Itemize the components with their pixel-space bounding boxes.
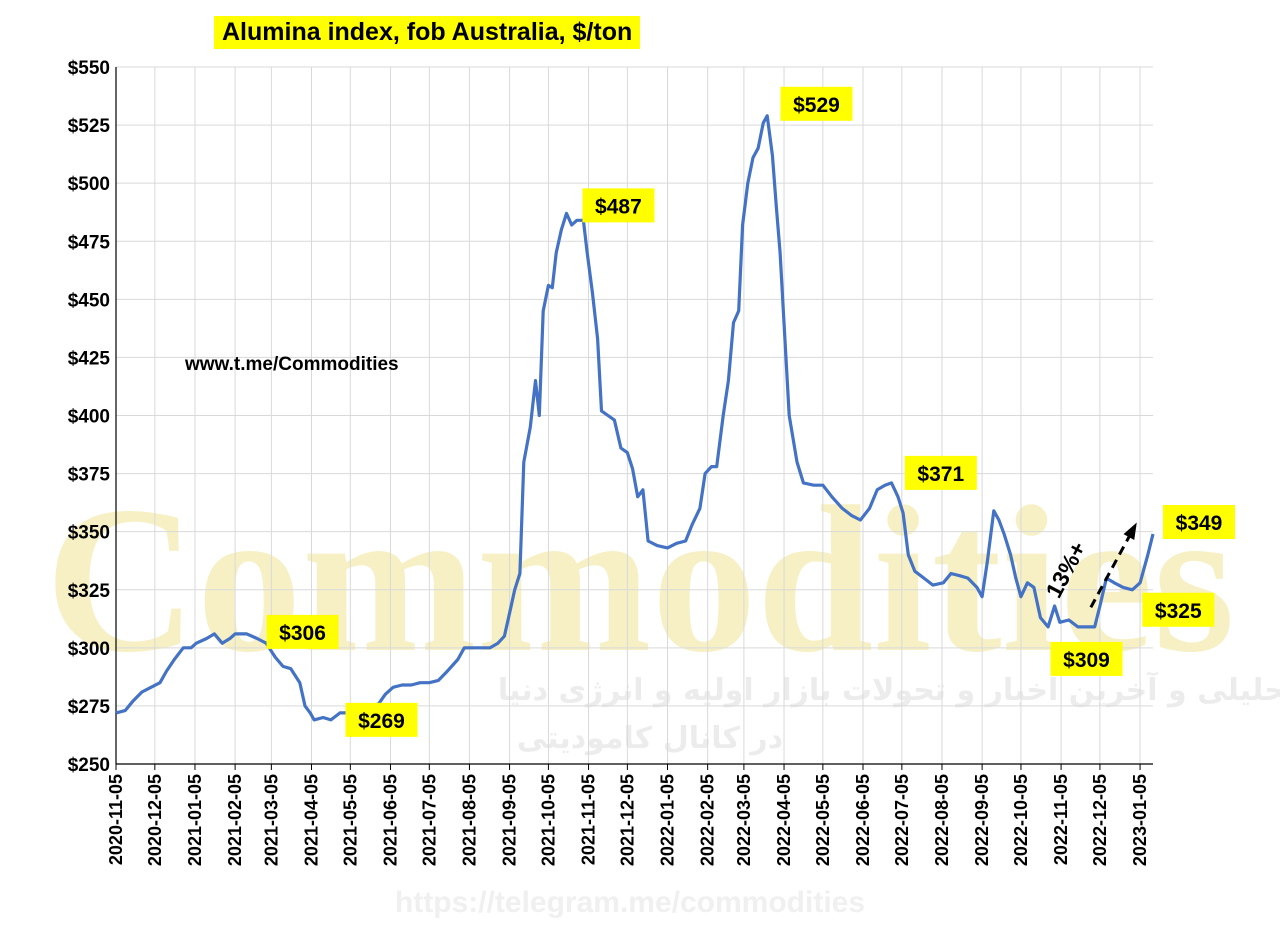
x-tick-label: 2023-01-05	[1130, 774, 1150, 866]
callout-box	[582, 188, 655, 223]
x-tick-label: 2021-03-05	[261, 774, 281, 866]
watermark-url: https://telegram.me/commodities	[395, 886, 865, 919]
y-tick-label: $350	[68, 523, 110, 544]
callout: $487	[582, 188, 655, 223]
x-tick-label: 2022-07-05	[892, 774, 912, 866]
x-tick-label: 2021-09-05	[500, 774, 520, 866]
axes: $250 $275 $300 $325 $350 $375 $400 $425 $450 $475…	[68, 58, 1153, 866]
callout-label: $371	[917, 463, 964, 486]
x-tick-label: 2021-04-05	[301, 774, 321, 866]
source-label: www.t.me/Commodities	[185, 354, 399, 375]
chart-title: Alumina index, fob Australia, $/ton	[214, 16, 641, 49]
change-arrow-line	[1089, 525, 1137, 609]
callout-label: $349	[1176, 512, 1223, 535]
y-tick-label: $475	[68, 232, 111, 253]
callout-label: $309	[1063, 649, 1110, 672]
x-tick-label: 2021-05-05	[340, 774, 360, 866]
change-arrow-head	[1123, 522, 1137, 540]
callout: $309	[1050, 641, 1123, 676]
x-tick-label: 2022-10-05	[1011, 774, 1031, 866]
x-tick-label: 2022-04-05	[774, 774, 794, 866]
x-tick-label: 2021-11-05	[579, 774, 599, 865]
y-tick-label: $400	[68, 407, 110, 428]
x-tick-label: 2022-08-05	[932, 774, 952, 866]
y-tick-label: $550	[68, 58, 110, 79]
watermark-subtitle: گزارشات تحلیلی و آخرین اخبار و تحولات با…	[498, 671, 1280, 708]
y-tick-label: $325	[68, 581, 111, 602]
callout: $349	[1163, 504, 1235, 539]
callout-box	[345, 702, 418, 737]
x-tick-label: 2022-05-05	[813, 774, 833, 866]
callout-label: $325	[1155, 600, 1202, 623]
callout-label: $487	[595, 195, 642, 218]
x-tick-label: 2020-12-05	[145, 774, 165, 866]
y-tick-label: $450	[68, 290, 110, 311]
x-tick-label: 2021-01-05	[185, 774, 205, 866]
y-tick-label: $250	[68, 755, 110, 776]
y-tick-label: $525	[68, 116, 111, 137]
callout-label: $269	[358, 710, 405, 733]
x-tick-label: 2021-07-05	[419, 774, 439, 866]
callout: $269	[345, 702, 418, 737]
watermark-logo-text: Commodities	[45, 464, 1235, 696]
callout-box	[1163, 504, 1235, 539]
x-tick-label: 2022-12-05	[1090, 774, 1110, 866]
callout-label: $306	[279, 622, 326, 645]
callout-box	[1142, 592, 1215, 627]
x-tick-label: 2021-06-05	[380, 774, 400, 866]
series-line	[115, 114, 1155, 722]
y-tick-label: $425	[68, 348, 111, 369]
callout-label: $529	[793, 94, 840, 117]
x-tick-label: 2022-11-05	[1051, 774, 1071, 865]
x-tick-label: 2022-02-05	[698, 774, 718, 866]
x-tick-label: 2021-12-05	[617, 774, 637, 866]
watermark: Commodities گزارشات تحلیلی و آخرین اخبار…	[45, 464, 1280, 919]
callout-box	[1050, 641, 1123, 676]
y-tick-label: $275	[68, 697, 111, 718]
x-tick-label: 2022-06-05	[853, 774, 873, 866]
x-tick-label: 2021-08-05	[459, 774, 479, 866]
y-tick-label: $300	[68, 639, 110, 660]
x-tick-label: 2022-03-05	[734, 774, 754, 866]
callout: $371	[904, 455, 977, 490]
callout-box	[904, 455, 977, 490]
y-tick-label: $375	[68, 465, 111, 486]
callout-box	[266, 614, 339, 649]
x-tick-label: 2022-01-05	[658, 774, 678, 866]
callout: $306	[266, 614, 339, 649]
callout: $325	[1142, 592, 1215, 627]
y-tick-label: $500	[68, 174, 110, 195]
callouts: $306 $269 $487 $529 $371 $309 $349 $325	[266, 86, 1235, 737]
x-tick-label: 2021-02-05	[225, 774, 245, 866]
callout: $529	[780, 86, 853, 121]
x-tick-label: 2022-09-05	[972, 774, 992, 866]
watermark-subtitle-2: در کانال کامودیتی	[517, 721, 783, 756]
x-tick-label: 2020-11-05	[106, 774, 126, 865]
x-tick-label: 2021-10-05	[538, 774, 558, 866]
series	[115, 114, 1155, 722]
callout-box	[780, 86, 853, 121]
